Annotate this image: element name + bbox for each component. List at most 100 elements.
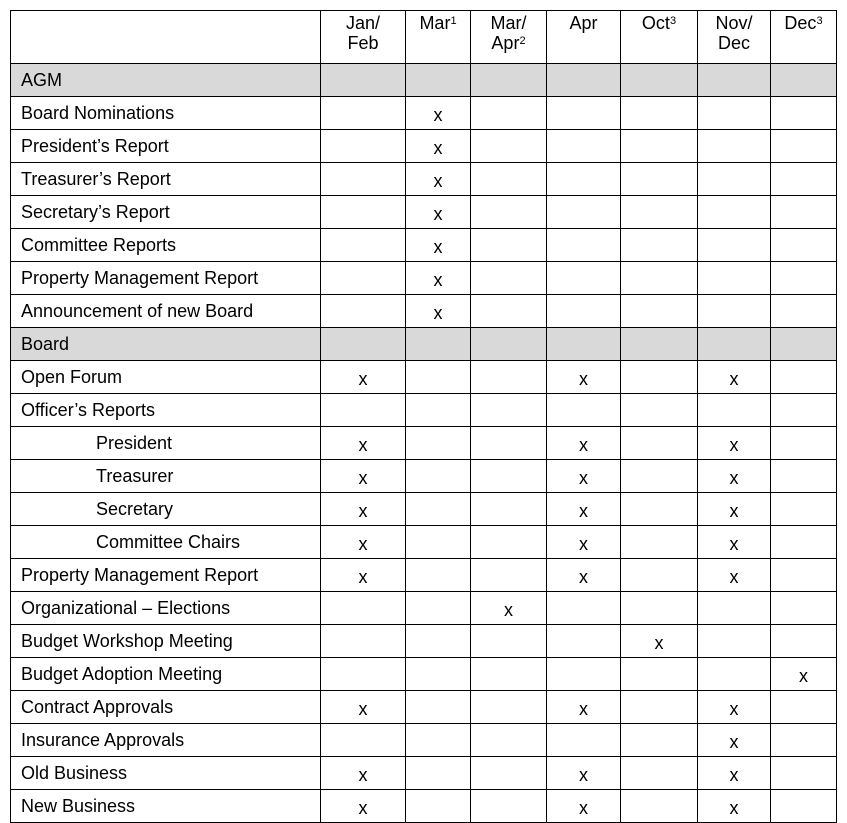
mark-cell [770, 558, 837, 592]
mark-cell: x [546, 756, 621, 790]
table-row: Committee Chairs x x x [10, 525, 837, 559]
table-row: Budget Adoption Meeting x [10, 657, 837, 691]
mark-cell [770, 756, 837, 790]
mark-cell: x [620, 624, 698, 658]
mark-cell: x [405, 129, 471, 163]
mark-cell: x [320, 690, 406, 724]
mark-cell: x [405, 96, 471, 130]
section-row: Board [10, 327, 837, 361]
mark-cell [470, 261, 547, 295]
mark-cell [470, 195, 547, 229]
table-row: Contract Approvals x x x [10, 690, 837, 724]
mark-cell [470, 723, 547, 757]
row-label: Insurance Approvals [10, 723, 321, 757]
row-label: New Business [10, 789, 321, 823]
mark-cell [470, 492, 547, 526]
row-label: Treasurer’s Report [10, 162, 321, 196]
mark-cell [546, 294, 621, 328]
mark-cell [470, 426, 547, 460]
mark-cell: x [546, 360, 621, 394]
row-label: President’s Report [10, 129, 321, 163]
column-header-text: Feb [347, 33, 379, 53]
mark-cell [770, 228, 837, 262]
mark-cell: x [546, 690, 621, 724]
mark-cell [320, 261, 406, 295]
mark-cell [470, 525, 547, 559]
mark-cell: x [770, 657, 837, 691]
row-label: Treasurer [10, 459, 321, 493]
mark-cell [620, 360, 698, 394]
mark-cell [620, 294, 698, 328]
mark-cell: x [697, 789, 771, 823]
mark-cell [405, 426, 471, 460]
row-label: Announcement of new Board [10, 294, 321, 328]
footnote-marker: 3 [669, 15, 677, 27]
mark-cell [770, 294, 837, 328]
mark-cell [546, 261, 621, 295]
mark-cell [546, 162, 621, 196]
row-label: Officer’s Reports [10, 393, 321, 427]
mark-cell [470, 558, 547, 592]
row-label: Committee Reports [10, 228, 321, 262]
footnote-marker: 3 [816, 15, 823, 27]
column-header-text: Oct [641, 13, 670, 33]
row-label: Secretary [10, 492, 321, 526]
mark-cell [620, 393, 698, 427]
mark-cell [620, 162, 698, 196]
mark-cell [620, 789, 698, 823]
table-row: Secretary x x x [10, 492, 837, 526]
table-row: Officer’s Reports [10, 393, 837, 427]
column-header: Oct3 [620, 10, 698, 64]
row-label: Budget Workshop Meeting [10, 624, 321, 658]
column-header-text: Apr [569, 13, 598, 33]
mark-cell: x [697, 360, 771, 394]
mark-cell [770, 624, 837, 658]
mark-cell [697, 294, 771, 328]
mark-cell [405, 63, 471, 97]
mark-cell [405, 492, 471, 526]
mark-cell [770, 591, 837, 625]
mark-cell [470, 162, 547, 196]
table-row: President’s Report x [10, 129, 837, 163]
footnote-marker: 1 [450, 15, 457, 27]
column-header: Mar1 [405, 10, 471, 64]
table-row: Announcement of new Board x [10, 294, 837, 328]
mark-cell [620, 63, 698, 97]
mark-cell: x [405, 162, 471, 196]
mark-cell [620, 492, 698, 526]
mark-cell [697, 96, 771, 130]
mark-cell [546, 129, 621, 163]
mark-cell [470, 756, 547, 790]
mark-cell [770, 393, 837, 427]
row-label: Budget Adoption Meeting [10, 657, 321, 691]
mark-cell: x [320, 492, 406, 526]
mark-cell [697, 624, 771, 658]
mark-cell [470, 624, 547, 658]
table-row: Secretary’s Report x [10, 195, 837, 229]
mark-cell [620, 129, 698, 163]
mark-cell [546, 195, 621, 229]
mark-cell [770, 327, 837, 361]
mark-cell: x [546, 492, 621, 526]
mark-cell [770, 162, 837, 196]
mark-cell [320, 228, 406, 262]
mark-cell [697, 393, 771, 427]
table-row: President x x x [10, 426, 837, 460]
table-row: Treasurer’s Report x [10, 162, 837, 196]
mark-cell [770, 690, 837, 724]
mark-cell [770, 459, 837, 493]
mark-cell: x [697, 690, 771, 724]
mark-cell [620, 558, 698, 592]
mark-cell [770, 789, 837, 823]
mark-cell [620, 723, 698, 757]
mark-cell: x [546, 459, 621, 493]
table-row: Treasurer x x x [10, 459, 837, 493]
mark-cell [697, 657, 771, 691]
mark-cell [620, 756, 698, 790]
mark-cell [320, 63, 406, 97]
mark-cell: x [546, 558, 621, 592]
mark-cell [470, 789, 547, 823]
mark-cell [620, 657, 698, 691]
column-header-text: Mar/ [490, 13, 527, 33]
mark-cell: x [697, 459, 771, 493]
